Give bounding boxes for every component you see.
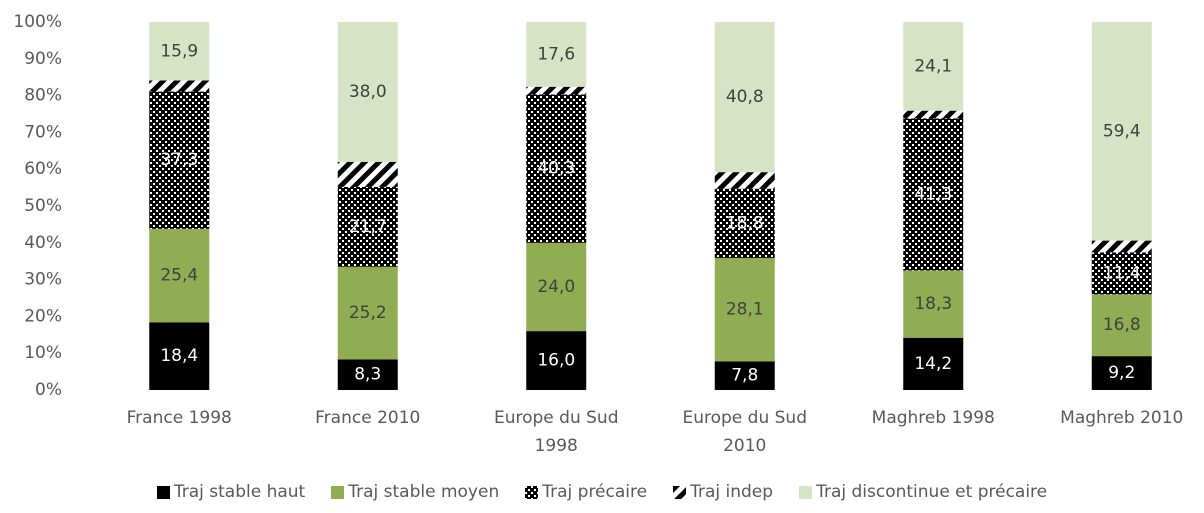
bar-segment	[149, 22, 210, 81]
bar-segment	[337, 161, 398, 187]
legend-swatch	[525, 485, 539, 499]
bar-segment	[714, 172, 775, 189]
data-label: 25,4	[160, 266, 198, 286]
bar-segment	[714, 361, 775, 390]
legend-swatch	[673, 485, 687, 499]
legend-swatch	[331, 485, 345, 499]
bar-segment	[1091, 252, 1152, 295]
legend-label: Traj discontinue et précaire	[816, 482, 1048, 502]
data-label: 9,2	[1108, 363, 1135, 383]
data-label: 25,2	[349, 303, 387, 323]
data-label: 28,1	[726, 300, 764, 320]
bar-segment	[337, 22, 398, 162]
data-label: 24,1	[914, 56, 952, 76]
data-label: 41,3	[914, 184, 952, 204]
bar-segment	[149, 80, 210, 92]
y-tick-label: 0%	[35, 380, 62, 400]
bar-segment	[149, 91, 210, 229]
legend-swatch-fill	[156, 485, 170, 499]
bar-segment	[526, 22, 587, 87]
bar-segment	[337, 186, 398, 267]
y-tick-label: 70%	[24, 122, 62, 142]
data-label: 59,4	[1103, 121, 1141, 141]
y-tick-label: 90%	[24, 49, 62, 69]
bar-segment	[714, 22, 775, 173]
bar-segment	[149, 228, 210, 323]
data-label: 16,8	[1103, 315, 1141, 335]
data-label: 40,3	[537, 159, 575, 179]
plot: 0% 10% 20% 30% 40% 50% 60% 70% 80% 90% 100% 18,4 25,…	[13, 12, 1152, 400]
bar-segment	[149, 322, 210, 390]
y-tick-label: 20%	[24, 306, 62, 326]
data-label: 15,9	[160, 41, 198, 61]
x-tick-label: Europe du Sud 1998	[493, 408, 619, 456]
x-tick-label: Maghreb 1998	[871, 408, 995, 428]
y-tick-label: 30%	[24, 270, 62, 290]
legend-label: Traj stable moyen	[348, 482, 500, 502]
bar-segment	[903, 110, 964, 119]
legend-item: Traj stable haut	[156, 482, 306, 502]
legend-item: Traj discontinue et précaire	[799, 482, 1047, 502]
bar-segment	[1091, 240, 1152, 253]
bar-segment	[1091, 22, 1152, 241]
legend-item: Traj précaire	[525, 482, 647, 502]
legend-swatch-fill	[525, 485, 539, 499]
legend-label: Traj précaire	[542, 482, 648, 502]
y-tick-label: 50%	[24, 196, 62, 216]
data-label: 40,8	[726, 87, 764, 107]
legend-label: Traj indep	[690, 482, 774, 502]
legend-swatch-fill	[331, 485, 345, 499]
legend-swatch-fill	[799, 485, 813, 499]
legend-swatch-fill	[673, 485, 687, 499]
bar-segment	[1091, 294, 1152, 357]
data-label: 18,8	[726, 213, 764, 233]
data-label: 14,2	[914, 354, 952, 374]
bar-segment	[714, 257, 775, 362]
legend: Traj stable haut Traj stable moyen Traj pr…	[0, 482, 1204, 502]
x-tick-label: France 1998	[126, 408, 232, 428]
legend-item: Traj indep	[673, 482, 773, 502]
bar-segment	[526, 86, 587, 95]
bar-segment	[714, 188, 775, 258]
data-label: 21,7	[349, 217, 387, 237]
data-label: 11,4	[1103, 263, 1141, 283]
bar-segment	[337, 359, 398, 390]
bar-segment	[903, 22, 964, 111]
legend-swatch	[156, 485, 170, 499]
legend-swatch	[799, 485, 813, 499]
y-tick-label: 60%	[24, 159, 62, 179]
bar-segment	[903, 118, 964, 271]
data-label: 17,6	[537, 44, 575, 64]
bar-segment	[337, 266, 398, 360]
x-tick-label: Europe du Sud 2010	[682, 408, 807, 456]
bar-segment	[526, 242, 587, 332]
data-label: 38,0	[349, 82, 387, 102]
data-label: 8,3	[354, 365, 381, 385]
bar-segment	[526, 331, 587, 390]
bar-segment	[903, 270, 964, 338]
bar-segment	[1091, 356, 1152, 390]
legend-item: Traj stable moyen	[331, 482, 499, 502]
data-label: 18,4	[160, 346, 198, 366]
data-label: 24,0	[537, 277, 575, 297]
y-tick-label: 40%	[24, 233, 62, 253]
data-label: 18,3	[914, 294, 952, 314]
legend-label: Traj stable haut	[173, 482, 306, 502]
bar-segment	[526, 94, 587, 243]
x-tick-label: France 2010	[315, 408, 421, 428]
data-label: 37,3	[160, 150, 198, 170]
x-tick-label: Maghreb 2010	[1060, 408, 1184, 428]
data-label: 7,8	[731, 366, 758, 386]
data-label: 16,0	[537, 351, 575, 371]
y-tick-label: 10%	[24, 343, 62, 363]
y-tick-label: 80%	[24, 86, 62, 106]
bar-segment	[903, 337, 964, 390]
y-tick-label: 100%	[13, 12, 62, 32]
